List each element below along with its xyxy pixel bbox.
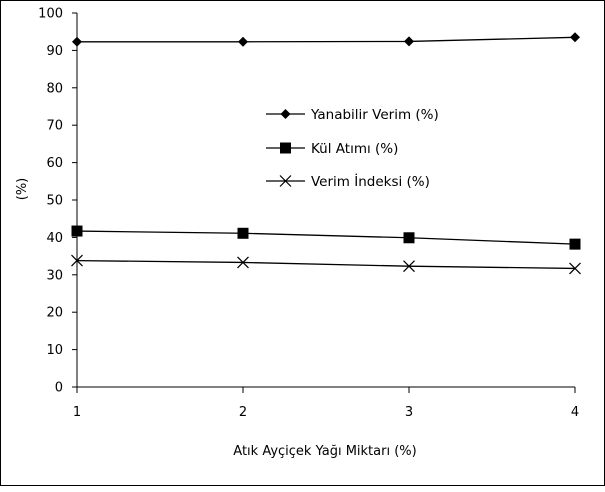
data-point — [569, 262, 581, 275]
data-point — [570, 32, 580, 43]
series-line — [77, 36, 576, 43]
series-layer — [71, 32, 581, 275]
y-tick-label: 80 — [46, 81, 63, 96]
series-3 — [71, 254, 581, 275]
legend-marker — [280, 109, 291, 119]
data-point — [71, 225, 83, 237]
data-point — [238, 36, 248, 47]
legend-marker — [279, 175, 292, 187]
data-point — [569, 238, 581, 250]
y-tick-label: 20 — [46, 306, 63, 321]
series-line — [76, 259, 576, 270]
legend-label: Yanabilir Verim (%) — [310, 107, 439, 123]
y-tick-label: 90 — [46, 44, 63, 59]
x-tick-label: 3 — [405, 405, 413, 420]
legend-label: Kül Atımı (%) — [311, 141, 398, 157]
y-tick-label: 30 — [46, 268, 63, 283]
legend-marker — [280, 142, 291, 154]
legend-item-1: Yanabilir Verim (%) — [266, 107, 439, 123]
data-point — [237, 256, 249, 269]
data-point — [71, 254, 83, 267]
data-point — [237, 227, 249, 239]
data-point — [72, 36, 82, 47]
y-tick-label: 100 — [38, 7, 63, 22]
x-tick-label: 4 — [571, 405, 579, 420]
data-point — [403, 260, 415, 273]
x-marker-stroke — [279, 175, 292, 187]
y-axis-title: (%) — [15, 178, 30, 201]
data-point — [404, 36, 414, 47]
y-tick-label: 60 — [46, 156, 63, 171]
x-marker-stroke — [569, 262, 581, 275]
y-tick-label: 70 — [46, 119, 63, 134]
x-marker-stroke — [71, 254, 83, 267]
legend-item-2: Kül Atımı (%) — [266, 141, 398, 157]
y-tick-label: 50 — [46, 194, 63, 209]
data-point — [403, 232, 415, 244]
y-tick-label: 10 — [46, 343, 63, 358]
legend-item-3: Verim İndeksi (%) — [266, 172, 430, 190]
x-tick-label: 1 — [73, 405, 81, 420]
series-1 — [72, 32, 580, 47]
x-marker-stroke — [237, 256, 249, 269]
x-axis-title: Atık Ayçiçek Yağı Miktarı (%) — [233, 444, 416, 459]
y-tick-label: 40 — [46, 231, 63, 246]
x-tick-label: 2 — [239, 405, 247, 420]
legend: Yanabilir Verim (%) Kül Atımı (%) Verim İn… — [266, 107, 439, 190]
axes: 0 10 20 30 40 50 60 70 80 90 100 1 2 3 4 — [38, 7, 579, 421]
legend-label: Verim İndeksi (%) — [311, 172, 430, 190]
series-line — [76, 230, 576, 245]
y-tick-label: 0 — [55, 381, 63, 396]
series-2 — [71, 225, 581, 250]
x-marker-stroke — [403, 260, 415, 273]
